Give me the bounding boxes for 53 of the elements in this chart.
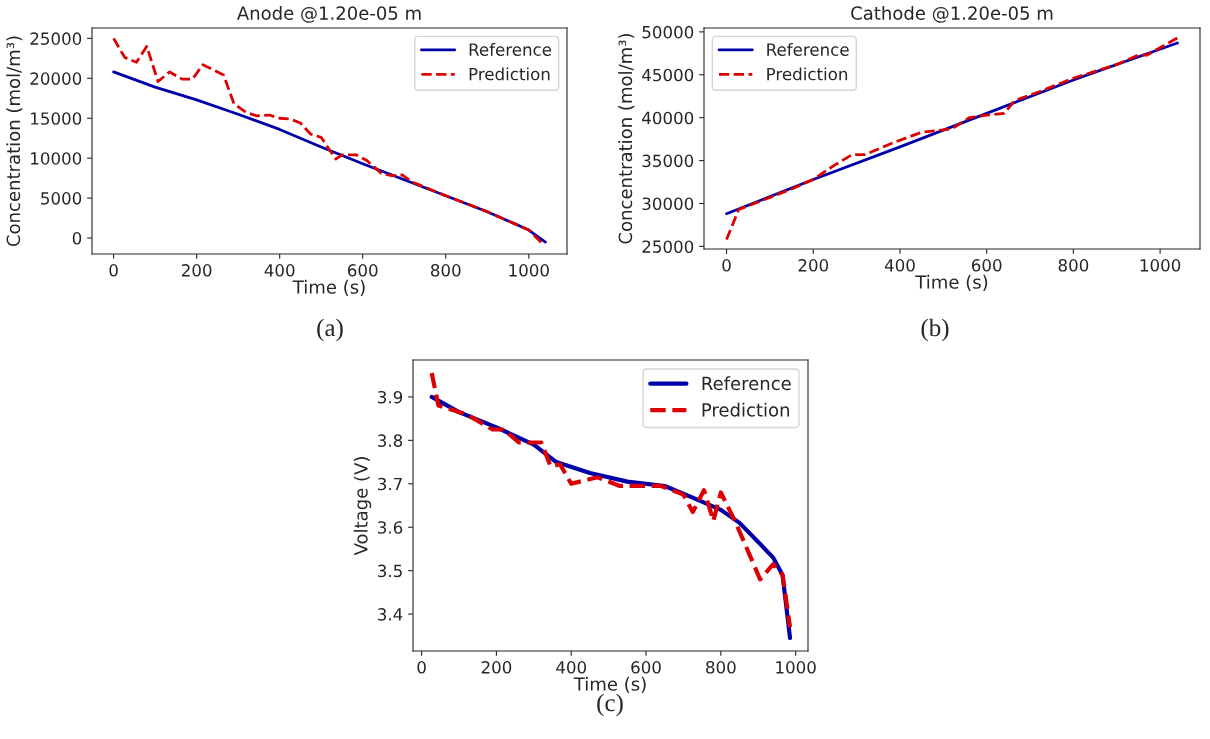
text: (b) [921, 318, 949, 342]
x-tick-label: 1000 [1140, 259, 1181, 272]
x-tick-label: 1000 [776, 661, 816, 674]
y-axis-title: Voltage (V) [353, 457, 372, 556]
x-tick-label: 600 [631, 661, 661, 674]
y-tick-label: 3.8 [378, 434, 403, 447]
y-tick-label: 0 [72, 231, 82, 245]
x-tick-label: 200 [181, 264, 212, 277]
x-tick-label: 200 [481, 661, 512, 674]
y-tick-label: 25000 [30, 32, 82, 45]
x-tick-label: 800 [706, 661, 736, 674]
y-tick-label: 5000 [41, 192, 82, 205]
y-tick-label: 3.6 [378, 521, 403, 534]
x-tick-label: 600 [971, 259, 1002, 272]
x-axis-title: Time (s) [915, 274, 988, 291]
x-tick-label: 400 [556, 661, 587, 674]
x-tick-label: 200 [798, 259, 829, 272]
x-tick-label: 0 [722, 259, 731, 272]
y-tick-label: 3.9 [378, 390, 403, 404]
y-tick-label: 10000 [31, 152, 82, 165]
y-tick-label: 3.5 [378, 564, 402, 578]
chart-title: Cathode @1.20e-05 m [851, 5, 1053, 23]
y-tick-label: 3.4 [378, 608, 403, 621]
y-tick-label: 20000 [30, 72, 82, 85]
legend-label: Prediction [702, 402, 789, 417]
x-tick-label: 0 [417, 661, 426, 674]
x-axis-title: Time (s) [573, 676, 646, 693]
y-tick-label: 40000 [642, 111, 694, 125]
x-tick-label: 800 [430, 264, 461, 277]
y-tick-label: 50000 [642, 25, 694, 39]
y-tick-label: 30000 [642, 197, 694, 211]
y-tick-label: 3.7 [378, 477, 402, 491]
x-tick-label: 600 [347, 264, 378, 277]
text: (a) [317, 318, 343, 342]
x-tick-label: 800 [1058, 259, 1089, 272]
x-tick-label: 0 [109, 264, 118, 277]
legend-label: Prediction [767, 67, 848, 81]
legend-label: Prediction [469, 67, 550, 81]
x-axis-title: Time (s) [292, 279, 365, 296]
legend-label: Reference [469, 43, 552, 56]
x-tick-label: 1000 [509, 264, 549, 277]
y-tick-label: 25000 [642, 240, 694, 253]
x-tick-label: 400 [264, 264, 295, 277]
legend-label: Reference [702, 376, 791, 391]
y-axis-title: Concentration (mol/m³) [618, 33, 635, 244]
text: (c) [597, 693, 623, 717]
y-tick-label: 45000 [642, 68, 694, 82]
x-tick-label: 400 [884, 259, 915, 272]
y-axis-title: Concentration (mol/m³) [6, 36, 23, 247]
chart-title: Anode @1.20e-05 m [236, 5, 421, 23]
legend-label: Reference [767, 43, 849, 56]
y-tick-label: 15000 [31, 112, 82, 125]
y-tick-label: 35000 [642, 154, 694, 168]
